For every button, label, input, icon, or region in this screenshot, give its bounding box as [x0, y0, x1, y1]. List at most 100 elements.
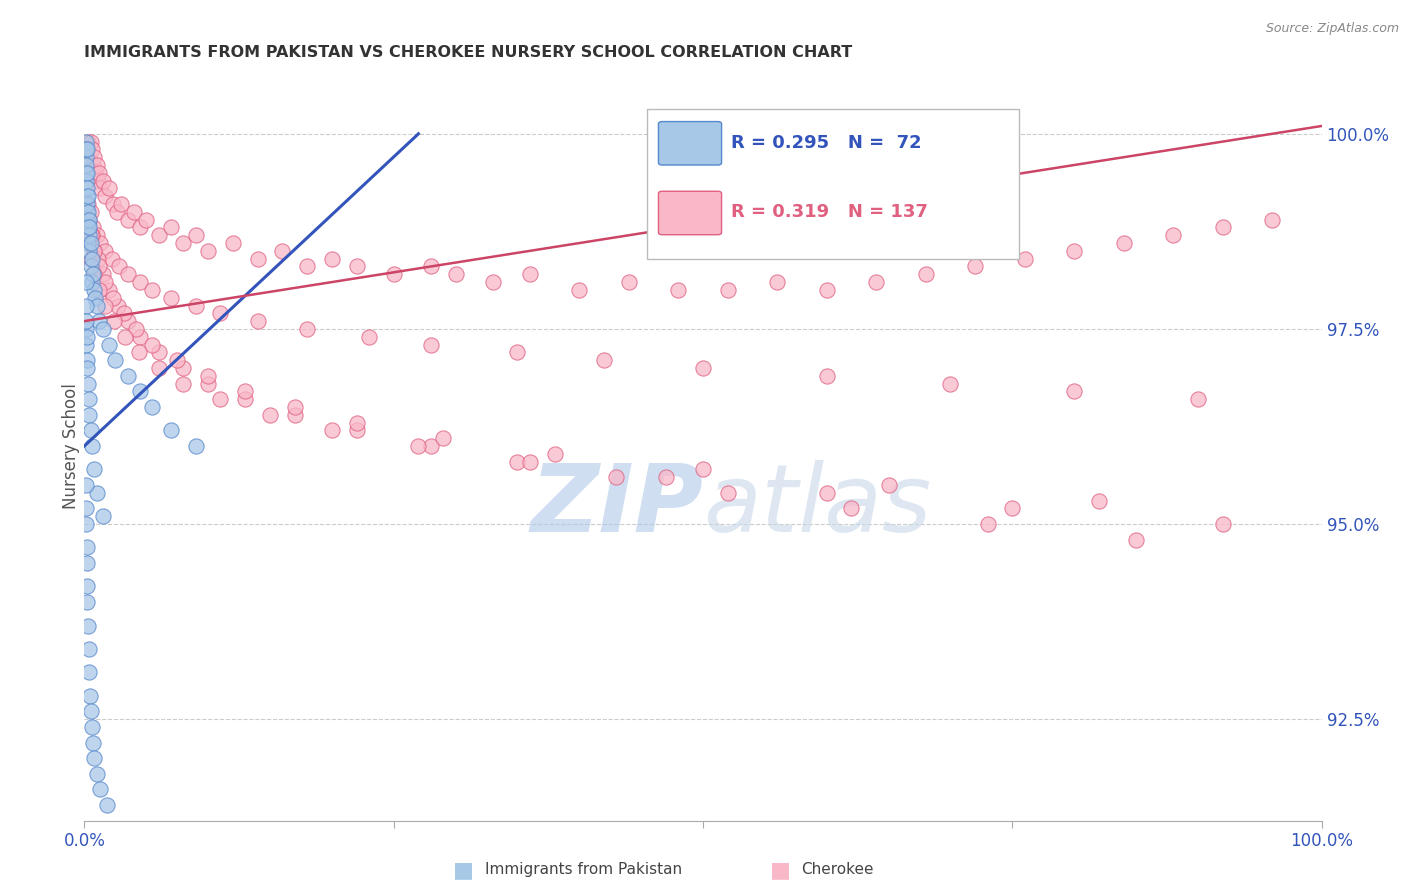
Point [122, 204, 145, 219]
Point [295, 322, 318, 336]
Point [1187, 392, 1209, 407]
Point [75, 275, 97, 289]
Point [76, 197, 98, 211]
Point [519, 268, 541, 282]
Point [1125, 533, 1147, 547]
Point [77, 189, 100, 203]
Point [76, 329, 98, 343]
Point [346, 416, 368, 430]
Point [79, 252, 101, 266]
Point [129, 220, 152, 235]
Point [222, 236, 245, 251]
Y-axis label: Nursery School: Nursery School [62, 383, 80, 509]
Point [86, 228, 108, 243]
Point [160, 291, 183, 305]
Point [766, 275, 789, 289]
Point [271, 244, 294, 258]
Point [89, 260, 111, 274]
Point [86, 485, 108, 500]
Point [117, 212, 139, 227]
Point [100, 252, 122, 266]
Point [717, 283, 740, 297]
Point [666, 283, 689, 297]
Point [80, 275, 103, 289]
Text: R = 0.295   N =  72: R = 0.295 N = 72 [731, 134, 922, 152]
Point [79, 220, 101, 235]
Point [94, 299, 117, 313]
Point [98, 337, 121, 351]
Point [419, 439, 441, 453]
Point [166, 353, 188, 368]
Point [83, 244, 105, 258]
Point [321, 252, 343, 266]
Point [914, 268, 936, 282]
Point [83, 751, 105, 765]
Point [103, 314, 125, 328]
Text: atlas: atlas [703, 460, 931, 551]
Text: IMMIGRANTS FROM PAKISTAN VS CHEROKEE NURSERY SCHOOL CORRELATION CHART: IMMIGRANTS FROM PAKISTAN VS CHEROKEE NUR… [84, 45, 852, 61]
Point [75, 322, 97, 336]
Point [77, 220, 100, 235]
Point [94, 189, 117, 203]
Point [692, 462, 714, 476]
Point [1212, 517, 1234, 532]
Point [141, 337, 163, 351]
Point [543, 447, 565, 461]
Point [75, 314, 97, 328]
Point [79, 408, 101, 422]
Point [877, 478, 900, 492]
Point [75, 299, 97, 313]
Point [77, 641, 100, 656]
Point [84, 166, 107, 180]
Point [80, 142, 103, 156]
Point [76, 189, 98, 203]
Point [197, 376, 219, 391]
Point [91, 322, 114, 336]
FancyBboxPatch shape [658, 121, 721, 165]
Point [184, 228, 207, 243]
Point [107, 299, 129, 313]
Point [89, 782, 111, 797]
Point [101, 197, 124, 211]
Point [1261, 212, 1284, 227]
Point [79, 135, 101, 149]
Point [172, 236, 194, 251]
Point [692, 360, 714, 375]
FancyBboxPatch shape [658, 191, 721, 235]
Point [77, 228, 100, 243]
Point [815, 485, 838, 500]
Point [233, 384, 256, 399]
Point [568, 283, 591, 297]
Point [419, 260, 441, 274]
Text: Immigrants from Pakistan: Immigrants from Pakistan [485, 863, 682, 877]
Point [617, 275, 640, 289]
Point [83, 150, 105, 164]
Point [110, 197, 132, 211]
Point [83, 268, 105, 282]
Text: ■: ■ [770, 860, 790, 880]
Point [79, 244, 101, 258]
Point [605, 470, 627, 484]
Point [295, 260, 318, 274]
Point [184, 299, 207, 313]
Point [197, 244, 219, 258]
Point [86, 767, 108, 781]
Point [82, 268, 104, 282]
Point [80, 439, 103, 453]
Point [83, 462, 105, 476]
Point [76, 181, 98, 195]
Point [75, 135, 97, 149]
Point [148, 345, 170, 359]
Point [172, 360, 194, 375]
Point [233, 392, 256, 407]
Point [1014, 252, 1036, 266]
Point [117, 268, 139, 282]
FancyBboxPatch shape [647, 109, 1018, 259]
Point [129, 384, 152, 399]
Point [197, 368, 219, 383]
Point [96, 797, 118, 812]
Point [80, 720, 103, 734]
Point [77, 236, 100, 251]
Point [976, 517, 998, 532]
Point [259, 408, 281, 422]
